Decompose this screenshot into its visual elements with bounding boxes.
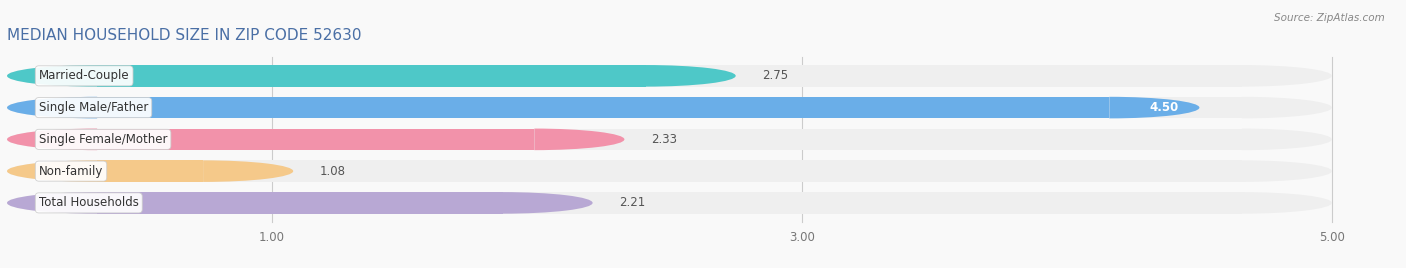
Bar	[97, 160, 1241, 182]
Text: 2.33: 2.33	[651, 133, 676, 146]
Bar	[97, 129, 534, 150]
Wedge shape	[1241, 65, 1331, 87]
Wedge shape	[7, 129, 97, 150]
Wedge shape	[202, 160, 294, 182]
Text: 2.75: 2.75	[762, 69, 789, 82]
Bar	[97, 192, 1241, 214]
Wedge shape	[1109, 97, 1199, 118]
Wedge shape	[534, 129, 624, 150]
Wedge shape	[7, 160, 97, 182]
Bar	[97, 65, 645, 87]
Bar	[97, 160, 202, 182]
Wedge shape	[7, 65, 97, 87]
Wedge shape	[645, 65, 735, 87]
Wedge shape	[7, 97, 97, 118]
Text: Non-family: Non-family	[39, 165, 103, 178]
Text: 2.21: 2.21	[619, 196, 645, 209]
Text: MEDIAN HOUSEHOLD SIZE IN ZIP CODE 52630: MEDIAN HOUSEHOLD SIZE IN ZIP CODE 52630	[7, 28, 361, 43]
Wedge shape	[7, 192, 97, 214]
Wedge shape	[1241, 129, 1331, 150]
Bar	[97, 97, 1109, 118]
Text: Married-Couple: Married-Couple	[39, 69, 129, 82]
Wedge shape	[1241, 97, 1331, 118]
Wedge shape	[1241, 160, 1331, 182]
Wedge shape	[502, 192, 592, 214]
Text: Total Households: Total Households	[39, 196, 139, 209]
Wedge shape	[7, 192, 97, 214]
Text: Single Female/Mother: Single Female/Mother	[39, 133, 167, 146]
Bar	[97, 192, 502, 214]
Text: Source: ZipAtlas.com: Source: ZipAtlas.com	[1274, 13, 1385, 23]
Text: 4.50: 4.50	[1149, 101, 1178, 114]
Wedge shape	[7, 97, 97, 118]
Bar	[97, 129, 1241, 150]
Wedge shape	[7, 129, 97, 150]
Text: 1.08: 1.08	[319, 165, 346, 178]
Bar	[97, 97, 1241, 118]
Wedge shape	[1241, 192, 1331, 214]
Text: Single Male/Father: Single Male/Father	[39, 101, 148, 114]
Wedge shape	[7, 65, 97, 87]
Wedge shape	[7, 160, 97, 182]
Bar	[97, 65, 1241, 87]
